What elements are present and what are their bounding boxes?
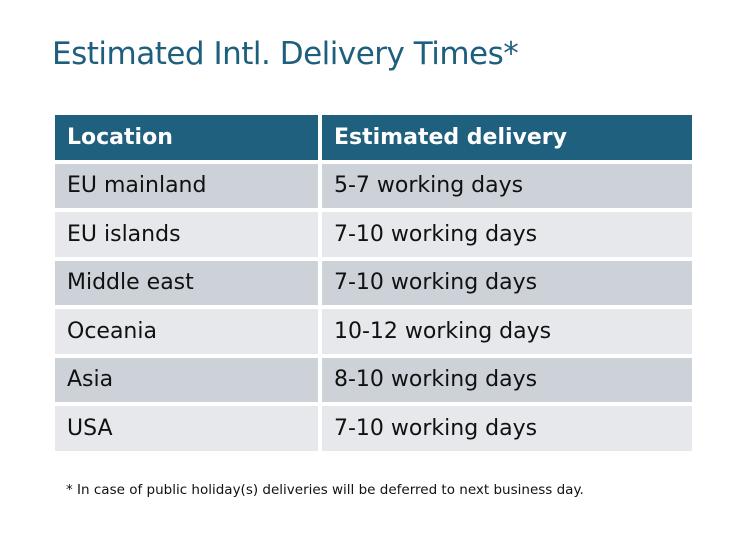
location-cell: USA [55,406,318,451]
location-cell: EU islands [55,212,318,257]
location-cell: EU mainland [55,163,318,208]
table-row: USA 7-10 working days [55,406,692,451]
delivery-cell: 10-12 working days [322,309,692,354]
delivery-cell: 5-7 working days [322,163,692,208]
delivery-cell: 7-10 working days [322,406,692,451]
footnote: * In case of public holiday(s) deliverie… [66,482,584,498]
table-header-row: Location Estimated delivery [55,115,692,160]
delivery-table: Location Estimated delivery EU mainland … [51,111,696,455]
delivery-cell: 7-10 working days [322,260,692,305]
column-header-location: Location [55,115,318,160]
table-row: Oceania 10-12 working days [55,309,692,354]
table-row: EU islands 7-10 working days [55,212,692,257]
delivery-cell: 7-10 working days [322,212,692,257]
table-row: EU mainland 5-7 working days [55,163,692,208]
page-title: Estimated Intl. Delivery Times* [52,36,519,72]
location-cell: Middle east [55,260,318,305]
column-header-estimated-delivery: Estimated delivery [322,115,692,160]
delivery-cell: 8-10 working days [322,357,692,402]
table-row: Asia 8-10 working days [55,357,692,402]
location-cell: Oceania [55,309,318,354]
location-cell: Asia [55,357,318,402]
table-row: Middle east 7-10 working days [55,260,692,305]
